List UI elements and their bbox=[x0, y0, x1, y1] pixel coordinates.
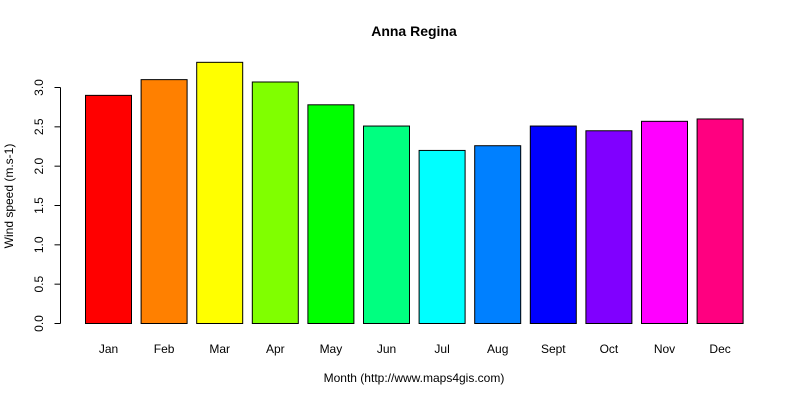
y-tick-label: 1.5 bbox=[32, 197, 46, 214]
bar-may bbox=[307, 104, 355, 324]
x-tick-label: Jul bbox=[434, 342, 449, 356]
x-tick-label: Feb bbox=[154, 342, 175, 356]
bar-mar bbox=[196, 61, 244, 325]
x-tick-label: Jun bbox=[377, 342, 396, 356]
bar-sept bbox=[529, 125, 577, 325]
y-tick-label: 0.5 bbox=[32, 276, 46, 293]
x-tick-label: May bbox=[320, 342, 343, 356]
x-tick-label: Sept bbox=[541, 342, 566, 356]
bar-apr bbox=[251, 81, 299, 324]
y-tick-label: 0.0 bbox=[32, 315, 46, 332]
x-tick-label: Mar bbox=[209, 342, 230, 356]
bar-dec bbox=[696, 118, 744, 325]
x-tick-label: Nov bbox=[654, 342, 675, 356]
chart-title: Anna Regina bbox=[371, 23, 457, 39]
x-tick-label: Aug bbox=[487, 342, 508, 356]
y-tick-label: 1.0 bbox=[32, 236, 46, 253]
x-tick-labels: Jan Feb Mar Apr May Jun Jul Aug Sept Oct Nov Dec bbox=[99, 342, 731, 356]
y-axis: 0.0 0.5 1.0 1.5 2.0 2.5 3.0 bbox=[32, 79, 61, 332]
y-tick-label: 2.0 bbox=[32, 158, 46, 175]
bar-jul bbox=[418, 149, 466, 324]
x-tick-label: Jan bbox=[99, 342, 118, 356]
bar-nov bbox=[641, 120, 688, 325]
y-axis-label: Wind speed (m.s-1) bbox=[2, 144, 16, 249]
x-axis-label: Month (http://www.maps4gis.com) bbox=[324, 371, 505, 385]
bar-oct bbox=[585, 130, 633, 324]
x-tick-label: Dec bbox=[709, 342, 730, 356]
bar-feb bbox=[140, 79, 188, 324]
y-tick-label: 3.0 bbox=[32, 79, 46, 96]
bar-jan bbox=[85, 94, 132, 324]
x-tick-label: Apr bbox=[266, 342, 285, 356]
bar-jun bbox=[363, 125, 410, 325]
bars-group bbox=[85, 61, 744, 325]
bar-aug bbox=[474, 145, 522, 324]
x-tick-label: Oct bbox=[600, 342, 619, 356]
y-tick-label: 2.5 bbox=[32, 118, 46, 135]
